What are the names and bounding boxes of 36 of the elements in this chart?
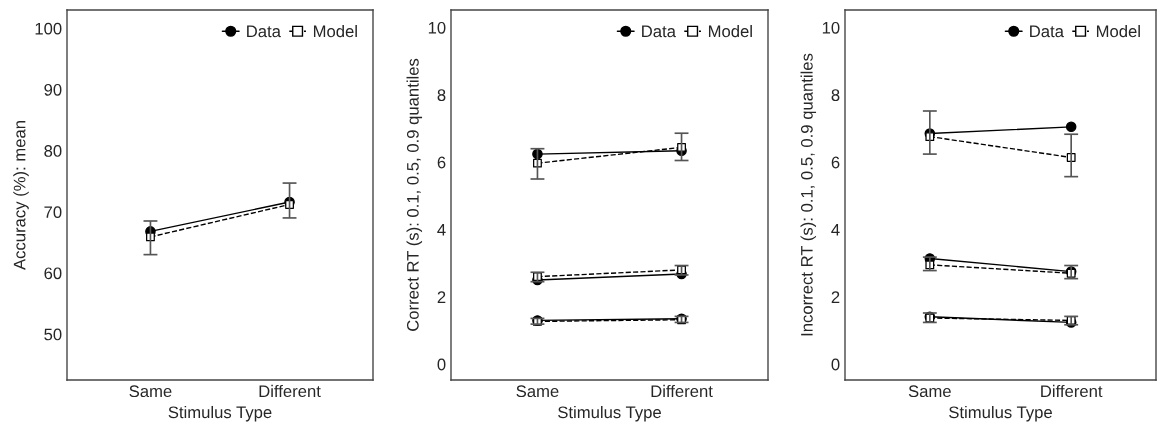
x-tick-label: Different [651,384,713,398]
x-tick-label: Different [1041,384,1103,398]
x-tick-label: Same [129,385,172,398]
y-tick-label: 70 [44,206,62,219]
y-tick-label: 0 [831,358,840,371]
y-tick-label: 4 [831,224,840,236]
y-tick-label: 50 [44,328,62,341]
legend-label: Model [708,25,752,38]
y-tick-label: 10 [428,21,446,34]
y-tick-label: 6 [831,156,840,169]
x-tick-label: Same [908,385,951,398]
x-axis-title: Stimulus Type [558,405,661,422]
x-axis-title: Stimulus Type [168,405,272,422]
y-tick-label: 0 [437,358,446,371]
y-axis-title: Correct RT (s): 0.1, 0.5, 0.9 quantiles [406,58,423,331]
legend-label: Model [1096,25,1140,38]
legend-label: Data [642,25,676,38]
legend-label: Data [247,25,281,38]
y-axis-title: Accuracy (%): mean [13,121,29,270]
y-tick-label: 2 [437,291,446,303]
y-tick-label: 80 [44,145,62,157]
y-tick-label: 100 [35,22,62,35]
y-tick-label: 6 [437,156,446,169]
legend-label: Data [1030,25,1064,38]
x-axis-title: Stimulus Type [949,405,1052,422]
y-axis-title: Incorrect RT (s): 0.1, 0.5, 0.9 quantiles [800,53,817,336]
y-tick-label: 60 [44,267,62,280]
y-tick-label: 90 [44,83,62,96]
y-tick-label: 8 [437,89,446,102]
y-tick-label: 2 [831,291,840,303]
y-tick-label: 8 [831,89,840,102]
legend-label: Model [313,25,357,38]
y-tick-label: 10 [822,21,840,34]
y-tick-label: 4 [437,224,446,236]
x-tick-label: Same [516,385,559,398]
x-tick-label: Different [259,384,321,398]
